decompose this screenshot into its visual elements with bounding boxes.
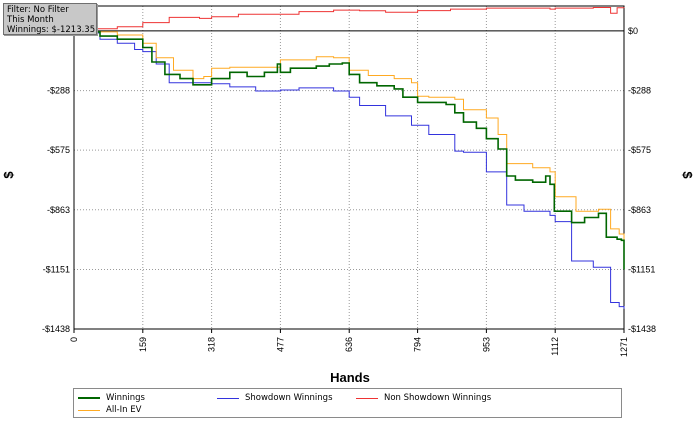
filter-info-box: Filter: No Filter This Month Winnings: $… [3,3,97,35]
x-tick-label: 159 [138,337,148,352]
x-tick-label: 477 [275,337,285,352]
legend-item-showdown: Showdown Winnings [217,392,333,404]
y-axis-title-left: $ [1,171,16,179]
winnings-total: Winnings: $-1213.35 [7,25,96,35]
legend-label-showdown: Showdown Winnings [245,393,333,403]
legend-label-winnings: Winnings [106,393,145,403]
tick-labels: 015931847763679495311121271$0$0-$288-$28… [42,26,656,357]
x-tick-label: 1271 [619,337,629,357]
y-axis-title-right: $ [680,171,695,179]
y-tick-label-left: -$1151 [43,265,70,275]
series-line-allin-ev [74,30,625,253]
legend-swatch-showdown [217,397,239,399]
legend-swatch-winnings [78,397,100,399]
y-tick-label-left: -$288 [47,86,70,96]
filter-label: Filter: No Filter [7,5,69,15]
chart-legend: Winnings All-In EV Showdown Winnings Non… [73,388,622,418]
series-layer [74,7,625,309]
y-tick-label-right: -$863 [628,205,651,215]
x-axis-title: Hands [330,370,370,385]
y-tick-label-right: -$1151 [628,265,655,275]
series-line-non-showdown [74,7,625,32]
legend-item-non-showdown: Non Showdown Winnings [356,392,491,404]
legend-swatch-allin-ev [78,409,100,411]
legend-label-allin-ev: All-In EV [106,405,142,415]
series-line-winnings [74,30,625,270]
x-tick-label: 794 [413,337,423,352]
legend-item-winnings: Winnings [78,392,145,404]
y-tick-label-left: -$575 [47,145,70,155]
y-tick-label-right: $0 [628,26,638,36]
legend-swatch-non-showdown [356,397,378,399]
series-line-showdown [74,30,625,309]
x-tick-label: 0 [69,337,79,342]
legend-item-allin-ev: All-In EV [78,404,141,416]
y-tick-label-right: -$1438 [628,324,656,334]
y-tick-label-left: -$1438 [42,324,70,334]
y-tick-label-left: -$863 [47,205,70,215]
y-tick-label-right: -$575 [628,145,651,155]
y-tick-label-right: -$288 [628,86,651,96]
x-tick-label: 318 [207,337,217,352]
legend-label-non-showdown: Non Showdown Winnings [384,393,492,403]
period-label: This Month [7,15,54,25]
x-tick-label: 1112 [550,337,560,356]
x-tick-label: 636 [344,337,354,352]
x-tick-label: 953 [481,337,491,352]
